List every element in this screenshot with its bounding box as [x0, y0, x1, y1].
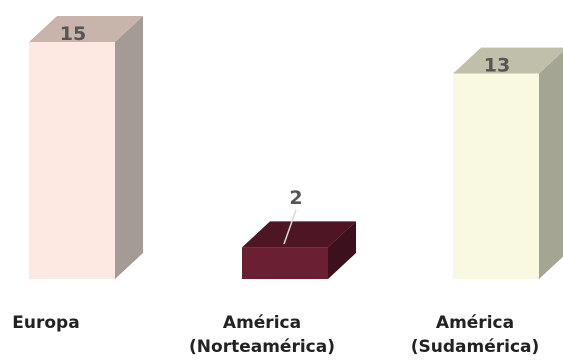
category-label: América [436, 313, 514, 333]
bar-top [29, 16, 143, 42]
data-label: 15 [60, 23, 86, 45]
bar-side [115, 16, 143, 279]
labels-layer: 15 2 13 Europa América (Norteamérica) América (… [12, 23, 539, 357]
data-label: 13 [484, 55, 510, 77]
bar-front [453, 73, 539, 279]
data-label: 2 [289, 187, 302, 209]
category-label: América [223, 313, 301, 333]
bar-front [29, 42, 115, 279]
category-label: Europa [12, 313, 79, 333]
bar-top [453, 47, 563, 74]
bar-top [242, 221, 356, 248]
bar [29, 16, 143, 279]
bar-side [539, 51, 563, 279]
category-label: (Sudamérica) [411, 337, 540, 357]
bar [242, 221, 356, 279]
data-label-leader [283, 209, 297, 245]
category-label: (Norteamérica) [189, 337, 335, 357]
bars-layer [29, 16, 563, 279]
bar-side [328, 221, 356, 279]
bar [453, 47, 563, 279]
bar-front [242, 247, 328, 279]
